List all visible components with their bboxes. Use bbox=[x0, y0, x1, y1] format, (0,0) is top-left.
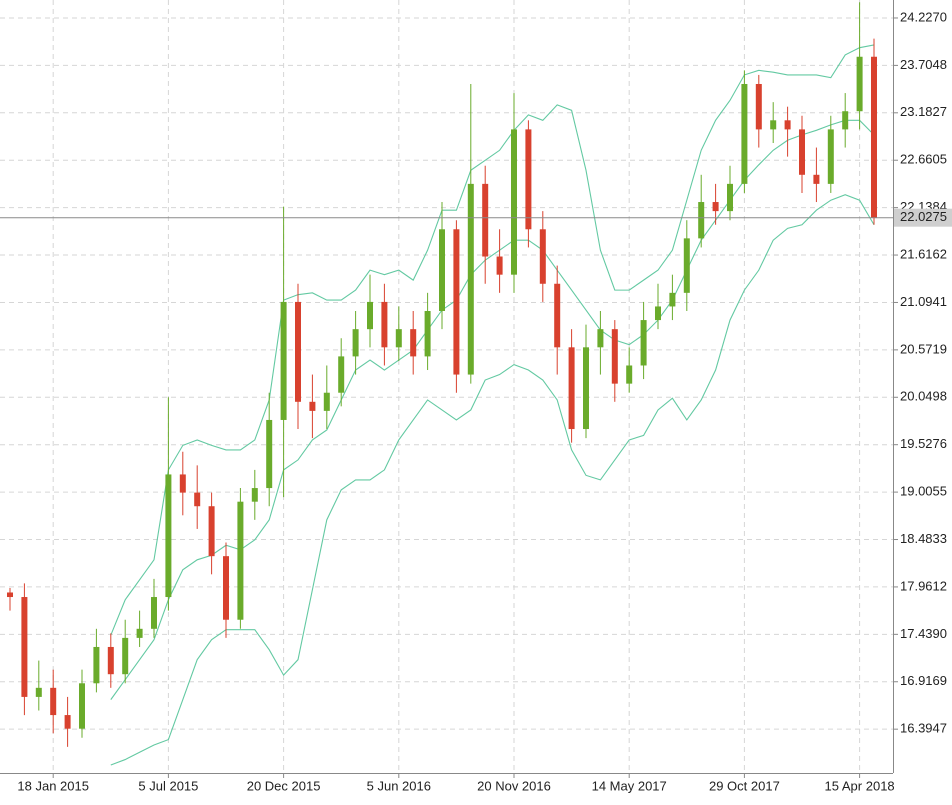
candle-body bbox=[568, 347, 575, 430]
candle-body bbox=[410, 329, 417, 357]
x-tick-label: 15 Apr 2018 bbox=[825, 778, 895, 793]
x-tick-label: 20 Nov 2016 bbox=[477, 778, 551, 793]
candle-body bbox=[64, 715, 71, 729]
candle-body bbox=[107, 646, 114, 675]
candle-body bbox=[93, 646, 100, 684]
bollinger-lower bbox=[110, 194, 875, 766]
candle-body bbox=[35, 687, 42, 697]
candle-body bbox=[467, 183, 474, 375]
bollinger-upper bbox=[110, 44, 875, 636]
candle-body bbox=[655, 306, 661, 321]
candle-body bbox=[208, 506, 215, 557]
candle-body bbox=[151, 597, 157, 629]
candle-body bbox=[439, 229, 445, 311]
candle-body bbox=[827, 129, 834, 184]
candle-body bbox=[539, 229, 546, 284]
candle-body bbox=[122, 637, 129, 675]
x-tick-label: 5 Jul 2015 bbox=[138, 778, 198, 793]
candle-body bbox=[842, 111, 849, 130]
y-tick-label: 21.6162 bbox=[900, 246, 947, 261]
candle-body bbox=[712, 202, 719, 212]
candle-body bbox=[223, 556, 229, 620]
y-tick-label: 17.9612 bbox=[900, 578, 947, 593]
candle-body bbox=[395, 329, 402, 348]
candle-body bbox=[381, 301, 388, 348]
candle-body bbox=[136, 628, 143, 638]
candle-body bbox=[251, 488, 258, 502]
candle-body bbox=[367, 301, 373, 330]
candle-body bbox=[323, 392, 330, 411]
candle-body bbox=[338, 356, 345, 393]
candle-body bbox=[237, 501, 244, 620]
candle-body bbox=[856, 56, 863, 112]
candle-body bbox=[79, 683, 85, 729]
candle-body bbox=[698, 202, 705, 239]
candle-body bbox=[727, 183, 733, 212]
x-tick-label: 5 Jun 2016 bbox=[367, 778, 431, 793]
y-tick-label: 16.3947 bbox=[900, 721, 947, 736]
y-tick-label: 16.9169 bbox=[900, 673, 947, 688]
candle-body bbox=[597, 329, 604, 348]
candle-body bbox=[583, 347, 589, 430]
candle-body bbox=[626, 365, 633, 384]
candle-body bbox=[424, 310, 431, 357]
candle-body bbox=[755, 83, 762, 130]
candle-body bbox=[309, 401, 316, 411]
candle-body bbox=[683, 238, 690, 293]
y-tick-label: 20.0498 bbox=[900, 389, 947, 404]
y-tick-label: 19.0055 bbox=[900, 484, 947, 499]
candle-body bbox=[669, 292, 676, 307]
candle-body bbox=[165, 474, 172, 598]
y-tick-label: 18.4833 bbox=[900, 531, 947, 546]
candle-body bbox=[266, 419, 273, 489]
y-tick-label: 19.5276 bbox=[900, 436, 947, 451]
y-tick-label: 24.2270 bbox=[900, 9, 947, 24]
candle-body bbox=[511, 129, 517, 275]
x-tick-label: 29 Oct 2017 bbox=[709, 778, 780, 793]
candle-body bbox=[496, 256, 503, 275]
candle-body bbox=[871, 56, 877, 218]
candle-body bbox=[813, 174, 820, 184]
x-tick-label: 20 Dec 2015 bbox=[247, 778, 321, 793]
candle-body bbox=[295, 301, 301, 402]
y-tick-label: 22.6605 bbox=[900, 152, 947, 167]
candle-body bbox=[7, 592, 13, 598]
candle-body bbox=[640, 320, 647, 366]
candle-body bbox=[799, 129, 805, 175]
x-tick-label: 14 May 2017 bbox=[592, 778, 667, 793]
x-tick-label: 18 Jan 2015 bbox=[17, 778, 89, 793]
candle-body bbox=[280, 301, 287, 420]
candle-body bbox=[554, 283, 561, 348]
y-tick-label: 20.5719 bbox=[900, 341, 947, 356]
candle-body bbox=[770, 120, 777, 130]
candle-body bbox=[194, 492, 201, 507]
y-tick-label: 17.4390 bbox=[900, 626, 947, 641]
candle-body bbox=[611, 329, 618, 384]
y-tick-label: 23.7048 bbox=[900, 57, 947, 72]
candle-body bbox=[784, 120, 791, 130]
current-price-label: 22.0275 bbox=[900, 209, 947, 224]
candle-body bbox=[179, 474, 186, 493]
candle-body bbox=[453, 229, 460, 375]
candle-body bbox=[741, 83, 748, 184]
y-tick-label: 21.0941 bbox=[900, 294, 947, 309]
candle-body bbox=[525, 129, 532, 230]
candle-body bbox=[50, 687, 57, 716]
current-price-box bbox=[894, 208, 952, 227]
y-tick-label: 23.1827 bbox=[900, 104, 947, 119]
candle-body bbox=[21, 597, 28, 697]
candle-body bbox=[352, 329, 359, 357]
candle-body bbox=[482, 183, 489, 257]
